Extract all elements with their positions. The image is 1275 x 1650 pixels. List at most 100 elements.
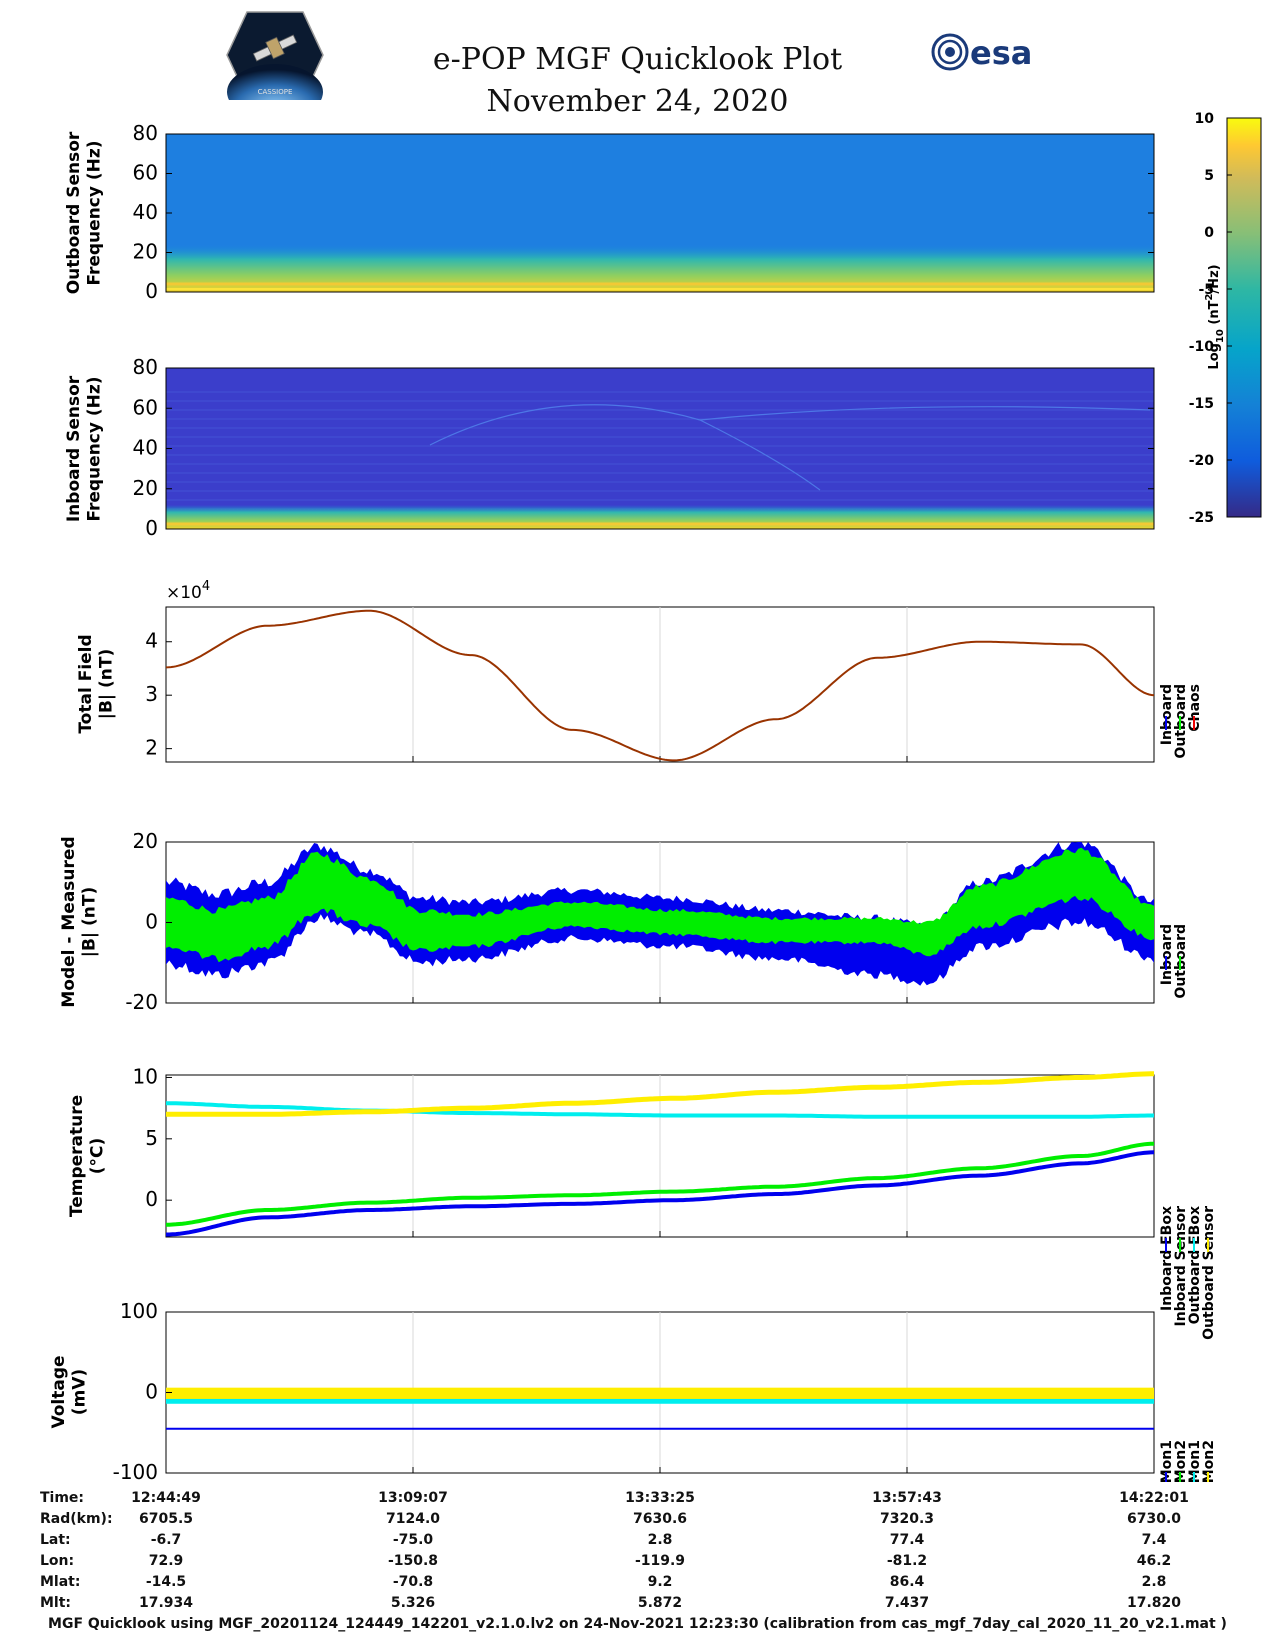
info-cell: 2.8 <box>1141 1574 1167 1590</box>
info-cell: -6.7 <box>150 1532 182 1548</box>
colorbar-tick-label: -20 <box>1189 453 1215 469</box>
temperature-series-line <box>166 1150 1155 1237</box>
outboard-spectrogram-ylabel: Outboard SensorFrequency (Hz) <box>64 131 104 294</box>
info-cell: 7320.3 <box>879 1511 935 1527</box>
voltage-ylabel: Voltage(mV) <box>49 1355 89 1428</box>
inboard-spectrogram-ylabel: Inboard SensorFrequency (Hz) <box>64 375 104 522</box>
model-measured-tick-label: 0 <box>145 910 158 934</box>
info-cell: 13:57:43 <box>872 1490 942 1506</box>
page-title: e-POP MGF Quicklook Plot <box>432 42 843 77</box>
outboard-spectrogram-tick-label: 20 <box>133 240 158 264</box>
total-field-exponent: ×104 <box>166 579 210 603</box>
info-cell: 17.934 <box>138 1595 194 1611</box>
colorbar-tick-label: -15 <box>1189 396 1214 412</box>
total-field-panel: 432 ×104 Total Field|B| (nT) InboardOutb… <box>76 579 1203 763</box>
info-row-label: Lon: <box>40 1553 75 1569</box>
info-row: Lon: 72.9 -150.8 -119.9 -81.2 46.2 <box>0 1553 1275 1573</box>
info-cell: 17.820 <box>1126 1595 1182 1611</box>
cassiope-logo-text: CASSIOPE <box>258 88 293 96</box>
info-cell: 6730.0 <box>1126 1511 1182 1527</box>
model-measured-tick-label: -20 <box>125 990 158 1014</box>
info-cell: 5.872 <box>637 1595 683 1611</box>
outboard-spectrogram-tick-label: 80 <box>133 121 158 145</box>
footer-caption: MGF Quicklook using MGF_20201124_124449_… <box>48 1616 1227 1632</box>
colorbar-tick-label: 0 <box>1204 225 1214 241</box>
info-cell: -75.0 <box>392 1532 434 1548</box>
temperature-ylabel: Temperature(°C) <box>67 1095 107 1217</box>
info-cell: -119.9 <box>634 1553 686 1569</box>
inboard-spectrogram-image <box>166 368 1154 529</box>
info-row-label: Time: <box>40 1490 85 1506</box>
voltage-tick-label: -100 <box>113 1460 158 1482</box>
info-row-label: Rad(km): <box>40 1511 113 1527</box>
info-row-label: Mlat: <box>40 1574 81 1590</box>
outboard-spectrogram-panel: 80 60 40 20 0 Outboard SensorFrequency (Hz) <box>64 121 1155 303</box>
inboard-spectrogram-tick-label: 80 <box>133 355 158 379</box>
temperature-tick-label: 10 <box>133 1064 158 1088</box>
info-cell: 2.8 <box>647 1532 673 1548</box>
model-outboard-band <box>166 847 1154 963</box>
inboard-spectrogram-tick-label: 0 <box>145 516 158 540</box>
inboard-spectrogram-tick-label: 60 <box>133 395 158 419</box>
info-cell: 12:44:49 <box>131 1490 201 1506</box>
info-cell: 7.4 <box>1141 1532 1167 1548</box>
outboard-spectrogram-tick-label: 40 <box>133 200 158 224</box>
temperature-series-line <box>166 1071 1154 1117</box>
outboard-spectrogram-tick-label: 0 <box>145 279 158 303</box>
inboard-arc <box>699 406 1151 421</box>
info-row: Time: 12:44:49 13:09:07 13:33:25 13:57:43 14:… <box>0 1490 1275 1510</box>
voltage-panel: 100 0 -100 Voltage(mV) Inboard VMon1Inboar… <box>49 1299 1217 1482</box>
cassiope-logo: CASSIOPE <box>226 11 324 100</box>
info-cell: 77.4 <box>889 1532 925 1548</box>
temperature-tick-label: 5 <box>145 1126 158 1150</box>
colorbar-label: Log10 (nT2/Hz) <box>1204 264 1226 369</box>
info-cell: 13:09:07 <box>378 1490 448 1506</box>
total-field-ylabel: Total Field|B| (nT) <box>76 634 116 733</box>
temperature-legend-label: Inboard Sensor <box>1173 1206 1189 1327</box>
colorbar-gradient <box>1226 117 1262 518</box>
voltage-legend-label: Inboard VMon1 <box>1159 1440 1175 1482</box>
temperature-series-line <box>166 1101 1154 1119</box>
temperature-panel: 10 5 0 Temperature(°C) Inboard EBoxInboard… <box>67 1064 1217 1339</box>
info-cell: -81.2 <box>886 1553 928 1569</box>
total-field-legend-label: Inboard <box>1159 684 1175 745</box>
colorbar-tick-label: -25 <box>1189 510 1214 526</box>
orbit-info-table: Time: 12:44:49 13:09:07 13:33:25 13:57:43 14:… <box>0 1482 1275 1612</box>
info-cell: 7630.6 <box>632 1511 688 1527</box>
voltage-tick-label: 100 <box>120 1299 158 1323</box>
temperature-legend-label: Outboard Sensor <box>1201 1206 1217 1340</box>
temperature-legend-label: Inboard EBox <box>1159 1206 1175 1311</box>
total-field-tick-label: 2 <box>145 736 158 760</box>
info-row: Lat: -6.7 -75.0 2.8 77.4 7.4 <box>0 1532 1275 1552</box>
voltage-legend-label: Inboard VMon2 <box>1173 1440 1189 1482</box>
total-field-legend-label: Chaos <box>1187 684 1203 732</box>
colorbar: 10 5 0 -5 -10 -15 -20 -25 Log10 (nT2/Hz) <box>1189 111 1262 526</box>
inboard-spectrogram-tick-label: 20 <box>133 476 158 500</box>
total-field-tick-label: 4 <box>145 629 158 653</box>
inboard-spectrogram-panel: 80 60 40 20 0 Inboard SensorFrequency (Hz) <box>64 355 1155 540</box>
inboard-spectrogram-tick-label: 40 <box>133 436 158 460</box>
info-cell: -14.5 <box>145 1574 187 1590</box>
total-field-line <box>165 609 1155 762</box>
info-cell: 5.326 <box>390 1595 436 1611</box>
info-cell: 6705.5 <box>138 1511 194 1527</box>
inboard-arc <box>429 404 821 491</box>
esa-logo: esa <box>931 33 1032 72</box>
info-cell: 13:33:25 <box>625 1490 695 1506</box>
colorbar-tick-label: 5 <box>1204 168 1214 184</box>
model-measured-panel: 200-20 Model - Measured|B| (nT) InboardO… <box>59 829 1189 1014</box>
model-measured-tick-label: 20 <box>133 829 158 853</box>
info-cell: 14:22:01 <box>1119 1490 1189 1506</box>
colorbar-tick-label: 10 <box>1195 111 1215 127</box>
info-row: Mlat: -14.5 -70.8 9.2 86.4 2.8 <box>0 1574 1275 1594</box>
info-cell: 7.437 <box>884 1595 930 1611</box>
outboard-spectrogram-tick-label: 60 <box>133 161 158 185</box>
model-measured-legend-label: Inboard <box>1159 924 1175 985</box>
info-cell: 9.2 <box>647 1574 673 1590</box>
model-measured-ylabel: Model - Measured|B| (nT) <box>59 836 99 1007</box>
info-cell: -70.8 <box>392 1574 434 1590</box>
info-row-label: Mlt: <box>40 1595 72 1611</box>
voltage-series-band <box>166 1387 1154 1399</box>
total-field-tick-label: 3 <box>145 682 158 706</box>
